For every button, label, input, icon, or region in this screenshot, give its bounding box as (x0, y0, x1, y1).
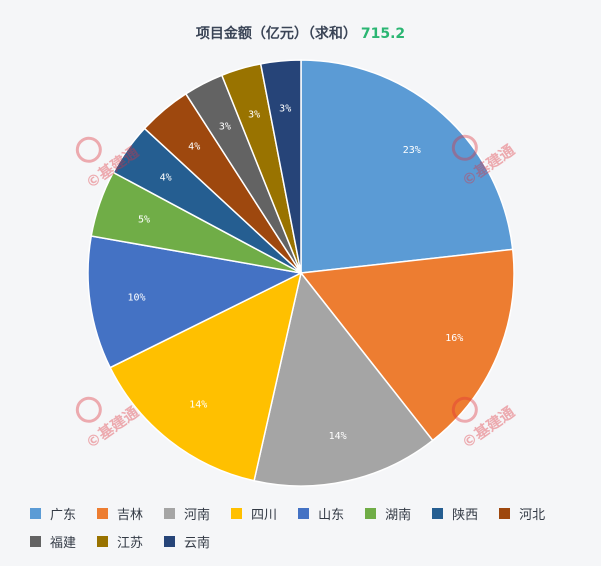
legend-label: 吉林 (117, 507, 144, 523)
legend-swatch (97, 507, 109, 519)
legend-item[interactable]: 湖南 (365, 503, 411, 523)
pie-slice-山东[interactable] (87, 235, 304, 369)
legend-item[interactable]: 吉林 (97, 503, 143, 523)
legend-swatch (365, 507, 377, 519)
data-label: 3% (248, 110, 260, 121)
legend-label: 山东 (318, 507, 345, 523)
legend-swatch (164, 535, 176, 547)
legend-swatch (30, 507, 41, 519)
legend-item[interactable]: 江苏 (97, 531, 143, 551)
data-label: 14% (329, 431, 347, 442)
legend-label: 福建 (50, 535, 77, 551)
data-label: 3% (219, 121, 231, 132)
legend-label: 湖南 (385, 507, 412, 523)
data-label: 14% (189, 400, 207, 411)
pie-slice-河南[interactable] (253, 271, 434, 487)
pie-slice-吉林[interactable] (299, 248, 515, 442)
pie-slice-广东[interactable] (300, 59, 514, 274)
legend-label: 河南 (184, 507, 211, 523)
data-label: 16% (445, 333, 463, 344)
legend-item[interactable]: 福建 (30, 531, 76, 551)
legend-label: 云南 (184, 535, 211, 551)
legend-item[interactable]: 陕西 (432, 503, 478, 523)
legend-swatch (298, 507, 310, 519)
pie-slice-云南[interactable] (259, 59, 302, 274)
chart-title-text: 项目金额（亿元）（求和） (195, 26, 357, 42)
legend-item[interactable]: 河南 (164, 503, 210, 523)
pie-slice-四川[interactable] (109, 271, 303, 482)
pie-chart: 23% 16% 14% 14% 10% 5% 4% 4% 3% 3% 3% (87, 59, 515, 487)
legend-swatch (499, 507, 511, 519)
legend-label: 广东 (50, 507, 77, 523)
legend-label: 江苏 (117, 535, 144, 551)
legend-label: 陕西 (452, 507, 479, 523)
legend-label: 河北 (519, 507, 546, 523)
data-label: 4% (188, 142, 200, 153)
legend-label: 四川 (251, 507, 278, 523)
chart-title: 项目金额（亿元）（求和） 715.2 (0, 23, 601, 43)
legend-item[interactable]: 四川 (231, 503, 277, 523)
legend-item[interactable]: 山东 (298, 503, 344, 523)
legend-swatch (30, 535, 41, 547)
legend-swatch (231, 507, 243, 519)
legend-swatch (97, 535, 109, 547)
data-label: 3% (279, 104, 291, 115)
legend-swatch (164, 507, 176, 519)
data-label: 23% (403, 145, 421, 156)
legend-item[interactable]: 云南 (164, 531, 210, 551)
data-label: 5% (138, 215, 150, 226)
data-label: 4% (160, 173, 172, 184)
legend-item[interactable]: 广东 (30, 503, 76, 523)
legend-swatch (432, 507, 444, 519)
legend: 广东 吉林 河南 四川 山东 湖南 陕西 河北福建 江苏 云南 (30, 503, 590, 551)
data-label: 10% (128, 293, 146, 304)
total-value: 715.2 (360, 26, 406, 42)
legend-item[interactable]: 河北 (499, 503, 545, 523)
